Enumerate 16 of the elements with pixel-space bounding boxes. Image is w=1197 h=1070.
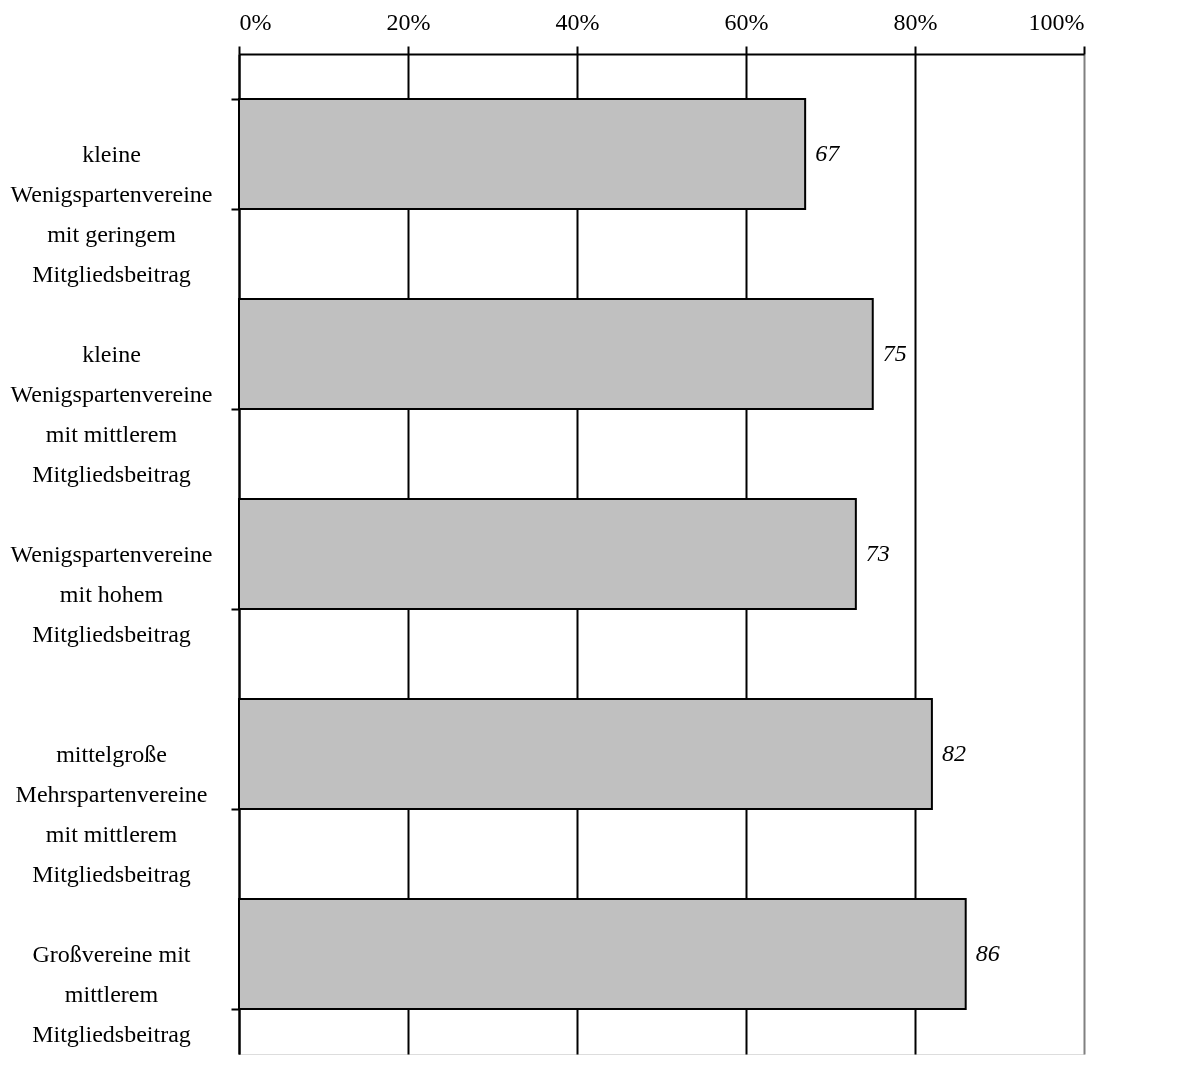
x-tick-label: 60% [724, 8, 769, 35]
data-label: 67 [815, 140, 841, 166]
x-tick-label: 100% [1028, 8, 1085, 35]
x-tick-label: 20% [386, 8, 431, 35]
y-tick-label: mittelgroße Mehrspartenvereine mit mittlerem Mitgliedsbeitrag [15, 740, 208, 887]
data-label: 75 [882, 340, 907, 366]
x-tick-label: 80% [893, 8, 938, 35]
data-label: 82 [941, 740, 966, 766]
data-label: 73 [865, 540, 890, 566]
y-tick-label: Großvereine mit mittlerem Mitgliedsbeitrag [32, 940, 191, 1047]
y-tick-label: kleine Wenigspartenvereine mit mittlerem Mitgliedsbeitrag [10, 340, 213, 487]
x-tick-label: 0% [239, 8, 272, 35]
data-label: 86 [975, 940, 1000, 966]
y-tick-label: kleine Wenigspartenvereine mit geringem Mitgliedsbeitrag [10, 140, 213, 287]
y-tick-label: Wenigspartenvereine mit hohem Mitgliedsbeitrag [10, 540, 213, 647]
x-tick-label: 40% [555, 8, 600, 35]
